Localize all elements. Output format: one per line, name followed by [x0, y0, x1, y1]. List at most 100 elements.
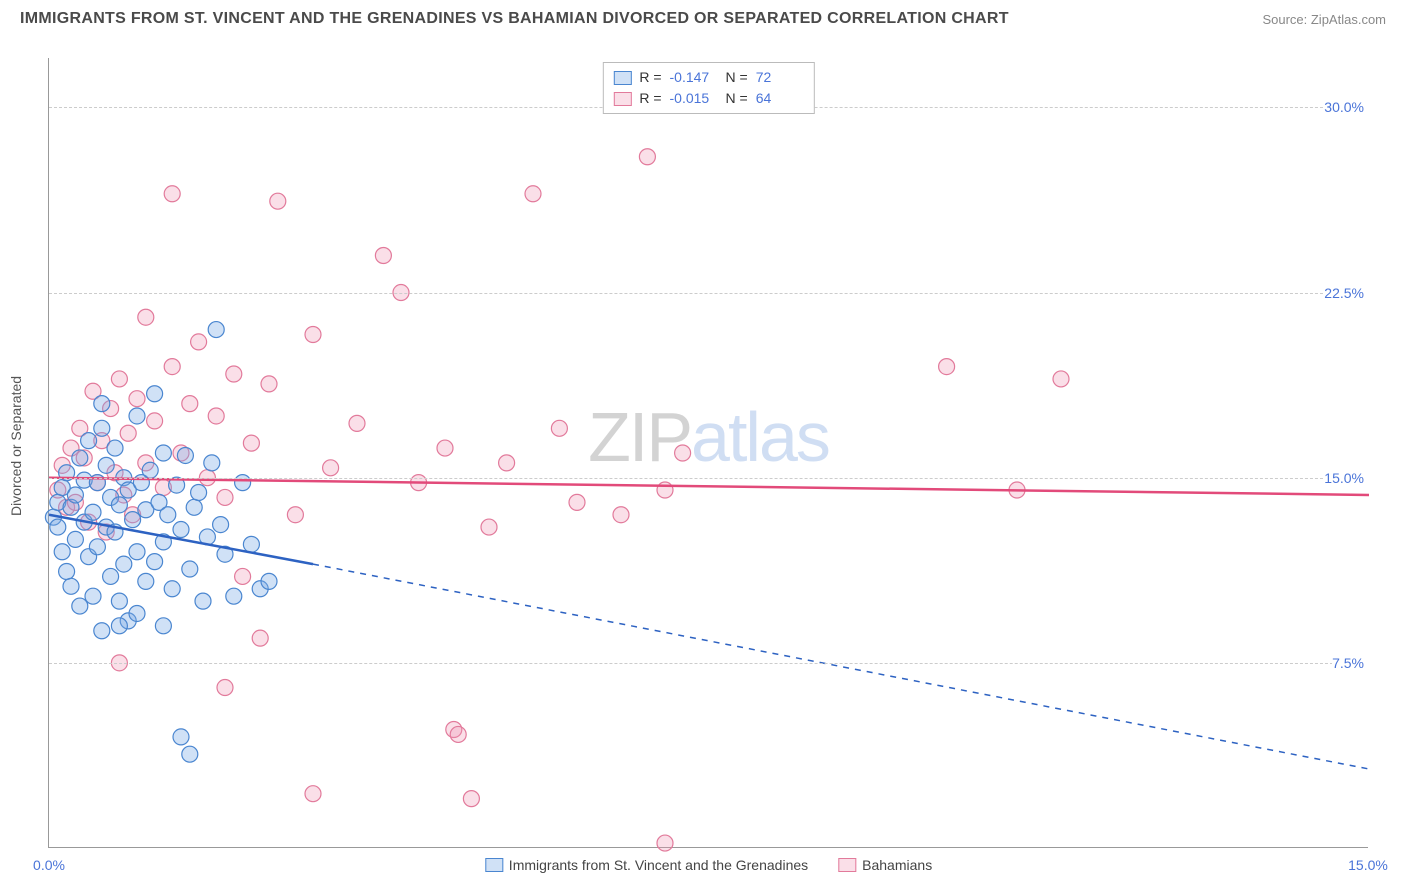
data-point	[129, 544, 145, 560]
data-point	[613, 507, 629, 523]
data-point	[252, 630, 268, 646]
data-point	[243, 435, 259, 451]
data-point	[261, 573, 277, 589]
data-point	[675, 445, 691, 461]
data-point	[525, 186, 541, 202]
data-point	[72, 598, 88, 614]
data-point	[182, 561, 198, 577]
swatch-series-1	[485, 858, 503, 872]
plot-area: ZIPatlas R = -0.147 N = 72 R = -0.015 N …	[48, 58, 1368, 848]
data-point	[323, 460, 339, 476]
swatch-series-1	[613, 71, 631, 85]
data-point	[81, 433, 97, 449]
y-axis-title: Divorced or Separated	[8, 376, 24, 516]
data-point	[939, 359, 955, 375]
data-point	[89, 539, 105, 555]
y-tick-label: 30.0%	[1324, 99, 1370, 115]
data-point	[94, 623, 110, 639]
data-point	[551, 420, 567, 436]
data-point	[129, 605, 145, 621]
data-point	[111, 618, 127, 634]
source-label: Source: ZipAtlas.com	[1262, 12, 1386, 27]
data-point	[63, 578, 79, 594]
data-point	[111, 371, 127, 387]
n-value-1: 72	[756, 67, 804, 88]
data-point	[147, 554, 163, 570]
data-point	[270, 193, 286, 209]
data-point	[107, 440, 123, 456]
data-point	[85, 588, 101, 604]
data-point	[463, 791, 479, 807]
data-point	[191, 485, 207, 501]
data-point	[375, 248, 391, 264]
data-point	[147, 413, 163, 429]
data-point	[226, 588, 242, 604]
data-point	[54, 544, 70, 560]
data-point	[235, 568, 251, 584]
data-point	[155, 445, 171, 461]
scatter-svg	[49, 58, 1368, 847]
data-point	[243, 536, 259, 552]
y-tick-label: 15.0%	[1324, 470, 1370, 486]
data-point	[164, 359, 180, 375]
chart-title: IMMIGRANTS FROM ST. VINCENT AND THE GREN…	[20, 10, 1009, 28]
data-point	[120, 425, 136, 441]
title-bar: IMMIGRANTS FROM ST. VINCENT AND THE GREN…	[0, 0, 1406, 32]
data-point	[1053, 371, 1069, 387]
data-point	[138, 309, 154, 325]
data-point	[499, 455, 515, 471]
data-point	[657, 835, 673, 851]
data-point	[85, 504, 101, 520]
data-point	[481, 519, 497, 535]
data-point	[72, 450, 88, 466]
data-point	[155, 618, 171, 634]
legend-item-2: Bahamians	[838, 857, 932, 873]
legend-label-1: Immigrants from St. Vincent and the Gren…	[509, 857, 808, 873]
data-point	[125, 512, 141, 528]
data-point	[67, 531, 83, 547]
data-point	[186, 499, 202, 515]
data-point	[50, 519, 66, 535]
r-label: R =	[639, 88, 661, 109]
data-point	[639, 149, 655, 165]
stats-legend: R = -0.147 N = 72 R = -0.015 N = 64	[602, 62, 814, 114]
data-point	[204, 455, 220, 471]
legend-item-1: Immigrants from St. Vincent and the Gren…	[485, 857, 808, 873]
n-value-2: 64	[756, 88, 804, 109]
x-tick-left: 0.0%	[33, 857, 65, 873]
data-point	[349, 415, 365, 431]
x-tick-right: 15.0%	[1348, 857, 1388, 873]
data-point	[208, 322, 224, 338]
data-point	[164, 581, 180, 597]
data-point	[213, 517, 229, 533]
data-point	[147, 386, 163, 402]
data-point	[305, 786, 321, 802]
data-point	[217, 489, 233, 505]
data-point	[160, 507, 176, 523]
data-point	[59, 564, 75, 580]
trend-line-svg-dashed	[313, 564, 1369, 769]
data-point	[437, 440, 453, 456]
gridline	[49, 663, 1368, 664]
data-point	[208, 408, 224, 424]
data-point	[129, 391, 145, 407]
y-tick-label: 22.5%	[1324, 285, 1370, 301]
n-label: N =	[726, 88, 748, 109]
data-point	[191, 334, 207, 350]
data-point	[98, 457, 114, 473]
data-point	[111, 497, 127, 513]
gridline	[49, 293, 1368, 294]
data-point	[182, 746, 198, 762]
gridline	[49, 478, 1368, 479]
data-point	[103, 568, 119, 584]
data-point	[569, 494, 585, 510]
data-point	[173, 729, 189, 745]
data-point	[217, 680, 233, 696]
legend-label-2: Bahamians	[862, 857, 932, 873]
data-point	[94, 396, 110, 412]
data-point	[226, 366, 242, 382]
data-point	[450, 726, 466, 742]
data-point	[116, 556, 132, 572]
bottom-legend: Immigrants from St. Vincent and the Gren…	[485, 857, 932, 873]
data-point	[173, 522, 189, 538]
